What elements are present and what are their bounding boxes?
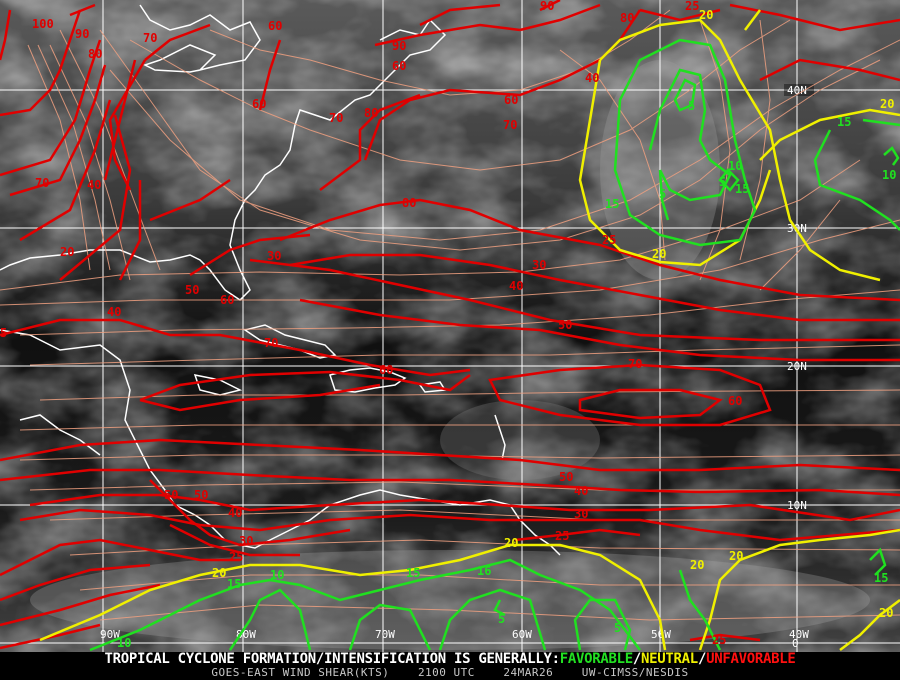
lon-label: 50W: [651, 628, 671, 641]
lat-label: 40N: [787, 84, 807, 97]
legend-neutral: NEUTRAL: [641, 651, 698, 667]
contour-label: 50: [164, 488, 178, 502]
contour-label: 90: [392, 39, 406, 53]
shear-contours-unfavorable: [0, 0, 900, 650]
contour-label: 5: [688, 99, 695, 113]
contour-label: 20: [60, 245, 74, 259]
contour-label: 80: [620, 11, 634, 25]
legend-unfavorable: UNFAVORABLE: [706, 651, 796, 667]
contour-label: 100: [32, 17, 54, 31]
shear-contours-neutral: [39, 9, 900, 651]
lat-label: 10N: [787, 499, 807, 512]
contour-label: 40: [107, 305, 121, 319]
contour-label: 40: [585, 71, 599, 85]
product-credit: UW-CIMSS/NESDIS: [581, 666, 689, 679]
product-info: GOES-EAST WIND SHEAR(KTS) 2100 UTC 24MAR…: [0, 667, 900, 679]
contour-label: 60: [379, 363, 393, 377]
legend-separator: /: [632, 651, 642, 667]
contour-label: 25: [229, 550, 243, 564]
cloud-band: [440, 400, 600, 480]
lon-label: 70W: [375, 628, 395, 641]
contour-label: 40: [228, 506, 242, 520]
contour-label: 70: [35, 176, 49, 190]
contour-label: 40: [509, 279, 523, 293]
contour-label: 5: [719, 175, 726, 189]
contour-label: 80: [88, 47, 102, 61]
shear-contours-favorable: [89, 38, 900, 652]
contour-label: 20: [880, 97, 894, 111]
contour-label: 15: [406, 566, 420, 580]
contour-label: 60: [392, 59, 406, 73]
contour-label: 70: [143, 31, 157, 45]
lon-label: 40W: [789, 628, 809, 641]
contour-label: 15: [837, 115, 851, 129]
contour-label: 40: [87, 178, 101, 192]
product-source: GOES-EAST WIND SHEAR(KTS): [211, 666, 390, 679]
contour-label: 60: [220, 293, 234, 307]
contour-label: 16: [477, 564, 491, 578]
contour-label: 20: [212, 566, 226, 580]
legend-footer: TROPICAL CYCLONE FORMATION/INTENSIFICATI…: [0, 652, 900, 680]
contour-label: 5: [659, 187, 666, 201]
product-date: 24MAR26: [503, 666, 554, 679]
cloud-band: [30, 550, 870, 650]
contour-label: 80: [402, 196, 416, 210]
contour-label: 20: [729, 549, 743, 563]
contour-label: 5: [0, 326, 7, 340]
contour-label: 50: [194, 488, 208, 502]
contour-label: 50: [559, 470, 573, 484]
contour-label: 80: [364, 106, 378, 120]
contour-label: 25: [602, 233, 616, 247]
grid-labels: 40N 30N 20N 10N 0 90W 80W 70W 60W 50W 40…: [100, 84, 814, 650]
contour-label: 60: [728, 394, 742, 408]
contour-labels: 100 90 80 70 60 90 60 90 80 25 60 70 80 …: [0, 0, 896, 650]
legend-favorable: FAVORABLE: [559, 651, 633, 667]
contour-label: 60: [268, 19, 282, 33]
contour-label: 25: [555, 529, 569, 543]
contour-label: 70: [264, 336, 278, 350]
lat-label: 20N: [787, 360, 807, 373]
contour-label: 20: [699, 8, 713, 22]
contour-label: 90: [540, 0, 554, 13]
contour-label: 70: [503, 118, 517, 132]
contour-label: 30: [267, 249, 281, 263]
contour-label: 20: [504, 536, 518, 550]
contour-label: 15: [227, 577, 241, 591]
lon-label: 60W: [512, 628, 532, 641]
legend-prefix: TROPICAL CYCLONE FORMATION/INTENSIFICATI…: [104, 651, 561, 667]
contour-label: 30: [574, 507, 588, 521]
contour-label: 25: [712, 633, 726, 647]
contour-label: 60: [252, 97, 266, 111]
contour-label: 20: [652, 247, 666, 261]
contour-label: 10: [882, 168, 896, 182]
contour-label: 50: [185, 283, 199, 297]
contour-label: 10: [728, 159, 742, 173]
contour-label: 50: [558, 318, 572, 332]
contour-label: 15: [874, 571, 888, 585]
contour-label: 5: [498, 612, 505, 626]
contour-label: 40: [574, 484, 588, 498]
contour-label: 20: [879, 606, 893, 620]
formation-legend: TROPICAL CYCLONE FORMATION/INTENSIFICATI…: [0, 652, 900, 667]
contour-label: 25: [685, 0, 699, 13]
contour-label: 15: [605, 197, 619, 211]
product-time: 2100 UTC: [417, 666, 475, 679]
contour-label: 60: [504, 93, 518, 107]
contour-label: 5: [614, 621, 621, 635]
contour-label: 70: [628, 357, 642, 371]
lat-label: 0: [792, 637, 799, 650]
contour-label: 70: [329, 111, 343, 125]
contour-label: 10: [270, 568, 284, 582]
contour-label: 30: [532, 258, 546, 272]
lon-label: 90W: [100, 628, 120, 641]
contour-label: 15: [735, 182, 749, 196]
contour-label: 30: [239, 534, 253, 548]
contour-label: 90: [75, 27, 89, 41]
legend-separator: /: [697, 651, 707, 667]
contour-label: 10: [117, 636, 131, 650]
contour-label: 20: [690, 558, 704, 572]
